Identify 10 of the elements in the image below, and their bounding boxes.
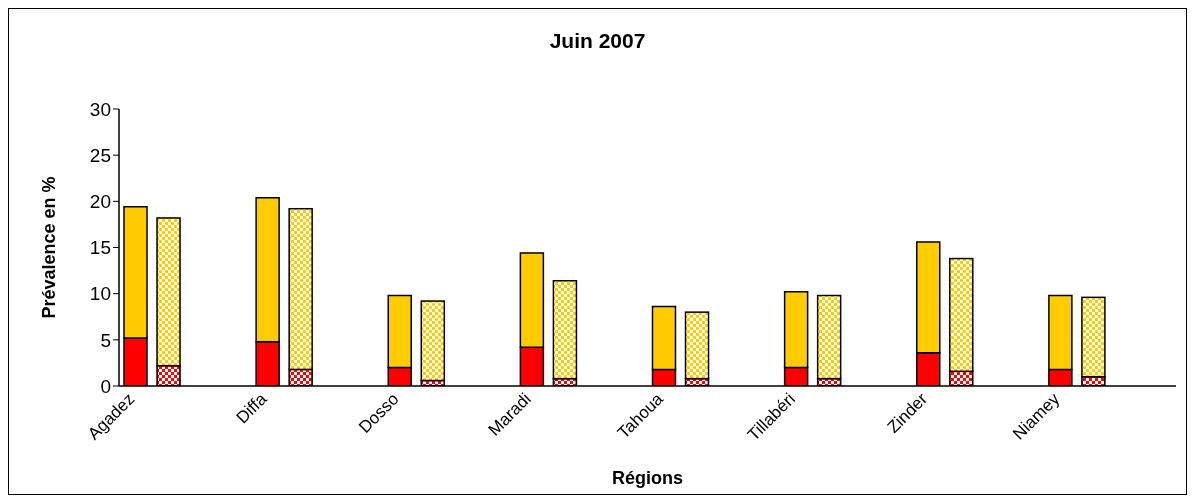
- y-axis-title: Prévalence en %: [39, 176, 60, 319]
- y-tick-label: 0: [100, 375, 111, 397]
- y-tick-label: 25: [89, 144, 111, 166]
- x-axis-title: Régions: [611, 468, 684, 488]
- y-tick-label: 10: [89, 283, 111, 305]
- y-tick-label: 15: [89, 237, 111, 259]
- y-tick-label: 20: [89, 191, 111, 213]
- y-tick-label: 5: [100, 329, 111, 351]
- chart-title: Juin 2007: [548, 29, 647, 53]
- y-tick-label: 30: [89, 98, 111, 120]
